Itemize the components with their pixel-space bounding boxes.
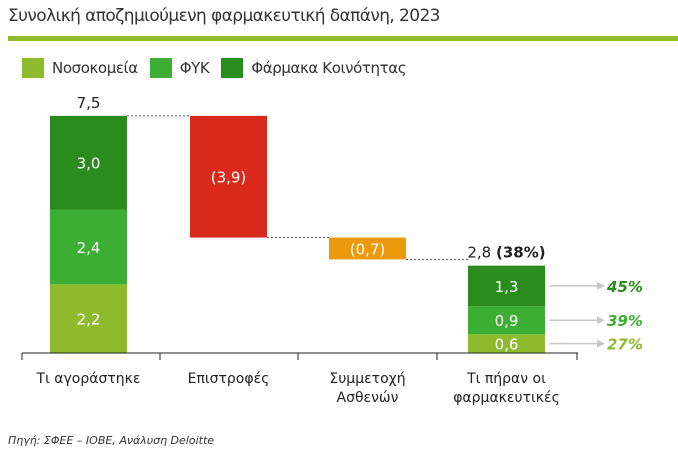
share-label: 39% — [607, 312, 643, 330]
rebates-label: (3,9) — [211, 169, 247, 187]
received-bar-segment — [468, 306, 545, 335]
x-tick-label: Τι αγοράστηκε — [36, 371, 141, 387]
chart-title: Συνολική αποζημιούμενη φαρμακευτική δαπά… — [8, 6, 440, 26]
purchased-total-label: 7,5 — [77, 94, 101, 112]
legend: Νοσοκομεία ΦΥΚ Φάρμακα Κοινότητας — [22, 58, 418, 78]
legend-item-hospitals: Νοσοκομεία — [22, 58, 138, 78]
title-rule — [8, 36, 678, 41]
patient-copay-label: (0,7) — [350, 240, 386, 258]
x-tick-label: φαρμακευτικές — [453, 390, 560, 406]
legend-item-community: Φάρμακα Κοινότητας — [221, 58, 407, 78]
legend-swatch — [221, 58, 244, 78]
purchased-bar-segment — [50, 209, 127, 285]
received-bar-segment — [468, 334, 545, 353]
share-label: 45% — [606, 278, 643, 296]
purchased-segment-label: 2,2 — [77, 311, 101, 329]
share-arrow-head — [597, 281, 605, 290]
received-total-share: (38%) — [496, 244, 546, 262]
share-arrow-head — [597, 339, 605, 348]
share-label: 27% — [607, 336, 643, 354]
purchased-segment-label: 3,0 — [77, 155, 101, 173]
received-bar-segment — [468, 265, 545, 307]
patient-copay-bar — [329, 237, 406, 260]
legend-label: Νοσοκομεία — [52, 59, 138, 77]
source-note: Πηγή: ΣΦΕΕ – ΙΟΒΕ, Ανάλυση Deloitte — [8, 434, 215, 447]
purchased-bar-segment — [50, 115, 127, 210]
share-arrow-head — [597, 316, 605, 325]
received-segment-label: 1,3 — [495, 278, 519, 296]
legend-swatch — [22, 58, 44, 78]
x-tick-label: Συμμετοχή — [329, 371, 405, 387]
legend-label: Φάρμακα Κοινότητας — [251, 59, 407, 77]
x-tick-label: Τι πήραν οι — [466, 371, 546, 387]
legend-item-fyk: ΦΥΚ — [149, 58, 210, 78]
rebates-bar — [190, 115, 267, 238]
legend-swatch — [149, 58, 172, 78]
x-tick-label: Ασθενών — [337, 390, 399, 406]
received-total-value: 2,8 — [467, 244, 496, 262]
purchased-bar-segment — [50, 284, 127, 353]
purchased-segment-label: 2,4 — [77, 239, 101, 257]
received-total-label: 2,8 (38%) — [467, 244, 545, 262]
x-tick-label: Επιστροφές — [188, 371, 270, 387]
received-segment-label: 0,9 — [495, 312, 519, 330]
received-segment-label: 0,6 — [495, 336, 519, 354]
legend-label: ΦΥΚ — [179, 59, 210, 77]
